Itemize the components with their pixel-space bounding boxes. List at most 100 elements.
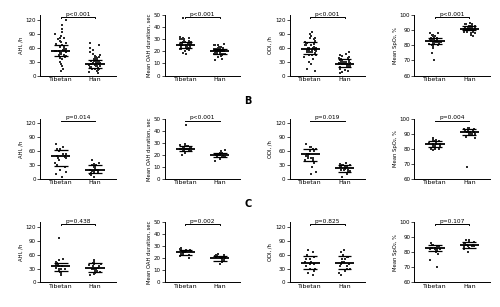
Point xyxy=(301,259,309,264)
Point xyxy=(218,52,226,57)
Point xyxy=(469,34,477,39)
Point xyxy=(185,41,193,45)
Point xyxy=(90,258,98,263)
Point xyxy=(182,142,190,146)
Point xyxy=(176,42,184,47)
Point xyxy=(212,57,220,62)
Point xyxy=(214,151,222,156)
Point xyxy=(468,25,476,30)
Point xyxy=(302,158,310,163)
Point xyxy=(462,128,469,133)
Point xyxy=(304,52,312,57)
Point xyxy=(94,55,102,60)
Point xyxy=(180,145,188,150)
Point xyxy=(430,41,438,46)
Point xyxy=(306,48,314,52)
Point xyxy=(218,256,226,261)
Point xyxy=(219,154,227,159)
Point xyxy=(56,35,64,40)
Point xyxy=(426,38,434,43)
Point xyxy=(220,155,228,160)
Point xyxy=(346,266,354,271)
Point xyxy=(56,38,64,43)
Point xyxy=(186,48,194,53)
Point xyxy=(214,45,222,50)
Point xyxy=(464,25,472,30)
Point xyxy=(62,169,70,174)
Y-axis label: Mean SpO₂, %: Mean SpO₂, % xyxy=(392,234,398,271)
Point xyxy=(59,257,67,262)
Point xyxy=(302,154,310,158)
Point xyxy=(179,149,187,154)
Point xyxy=(433,40,441,45)
Point xyxy=(92,164,100,169)
Point xyxy=(471,31,479,36)
Point xyxy=(306,266,314,271)
Point xyxy=(430,35,438,40)
Point xyxy=(214,254,222,258)
Text: C: C xyxy=(244,199,252,209)
Point xyxy=(426,140,434,145)
Point xyxy=(470,239,478,244)
Point xyxy=(221,51,229,56)
Point xyxy=(61,47,69,52)
Point xyxy=(88,48,96,52)
Y-axis label: ODI, /h: ODI, /h xyxy=(268,140,273,158)
Point xyxy=(179,50,187,55)
Point xyxy=(432,245,440,250)
Point xyxy=(462,134,469,139)
Point xyxy=(336,271,344,276)
Point xyxy=(344,61,351,66)
Point xyxy=(87,59,95,64)
Point xyxy=(310,35,318,40)
Point xyxy=(90,57,98,62)
Point xyxy=(465,25,473,30)
Point xyxy=(466,130,474,135)
Point xyxy=(176,146,184,151)
Point xyxy=(178,153,186,157)
Point xyxy=(302,142,310,147)
Point xyxy=(216,262,224,267)
Point xyxy=(86,64,94,69)
Point xyxy=(215,44,223,49)
Point xyxy=(471,26,479,31)
Point xyxy=(427,35,435,40)
Point xyxy=(345,63,353,68)
Point xyxy=(211,158,219,163)
Point xyxy=(185,38,193,43)
Point xyxy=(465,245,473,250)
Point xyxy=(344,255,351,259)
Point xyxy=(466,31,474,36)
Point xyxy=(428,43,436,48)
Point xyxy=(58,42,66,47)
Point xyxy=(306,144,314,149)
Point xyxy=(466,26,474,31)
Point xyxy=(58,64,66,69)
Point xyxy=(212,50,220,55)
Point xyxy=(213,50,221,55)
Point xyxy=(342,59,349,64)
Point xyxy=(435,146,443,151)
Point xyxy=(336,264,344,269)
Point xyxy=(96,63,104,68)
Point xyxy=(432,35,440,40)
Point xyxy=(310,37,318,42)
Point xyxy=(92,266,100,271)
Y-axis label: Mean OAH duration, sec: Mean OAH duration, sec xyxy=(146,14,152,77)
Point xyxy=(340,247,348,252)
Point xyxy=(310,160,318,165)
Point xyxy=(434,38,442,43)
Point xyxy=(58,34,66,39)
Point xyxy=(312,169,320,174)
Point xyxy=(345,262,353,266)
Point xyxy=(179,39,187,44)
Point xyxy=(216,150,224,155)
Point xyxy=(186,43,194,48)
Point xyxy=(56,236,64,241)
Point xyxy=(430,40,438,45)
Point xyxy=(310,262,318,266)
Point xyxy=(57,61,65,66)
Point xyxy=(336,60,344,65)
Point xyxy=(471,131,479,136)
Point xyxy=(464,25,472,30)
